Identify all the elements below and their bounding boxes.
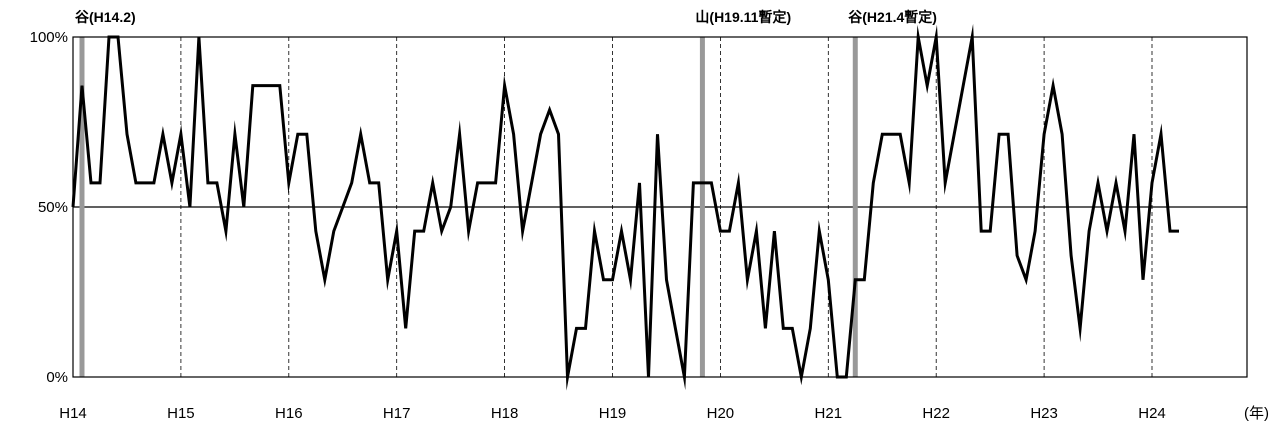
x-tick-label: H23 — [1030, 405, 1058, 422]
turning-point-label: 谷(H14.2) — [75, 9, 136, 25]
x-tick-label: H16 — [275, 405, 303, 422]
y-tick-label: 50% — [38, 199, 68, 216]
series-line — [71, 23, 1179, 391]
y-axis-ticks: 0% 50% 100% — [30, 29, 68, 386]
y-tick-label: 100% — [30, 29, 68, 46]
grid-layer — [73, 37, 1247, 377]
series-layer — [71, 23, 1179, 391]
reference-lines: 谷(H14.2) 山(H19.11暫定) 谷(H21.4暫定) — [75, 9, 937, 377]
x-axis-ticks: H14 H15 H16 H17 H18 H19 H20 H21 H22 H23 H24 — [59, 405, 1166, 422]
x-tick-label: H14 — [59, 405, 87, 422]
plot-frame — [72, 36, 1248, 378]
x-tick-label: H15 — [167, 405, 195, 422]
x-axis-unit-label: (年) — [1244, 405, 1269, 422]
x-tick-label: H22 — [922, 405, 950, 422]
x-tick-label: H21 — [815, 405, 843, 422]
x-tick-label: H20 — [707, 405, 735, 422]
x-tick-label: H19 — [599, 405, 627, 422]
turning-point-label: 谷(H21.4暫定) — [848, 9, 937, 25]
x-tick-label: H18 — [491, 405, 519, 422]
y-tick-label: 0% — [46, 369, 68, 386]
x-tick-label: H24 — [1138, 405, 1166, 422]
turning-point-label: 山(H19.11暫定) — [695, 9, 791, 25]
x-tick-label: H17 — [383, 405, 411, 422]
